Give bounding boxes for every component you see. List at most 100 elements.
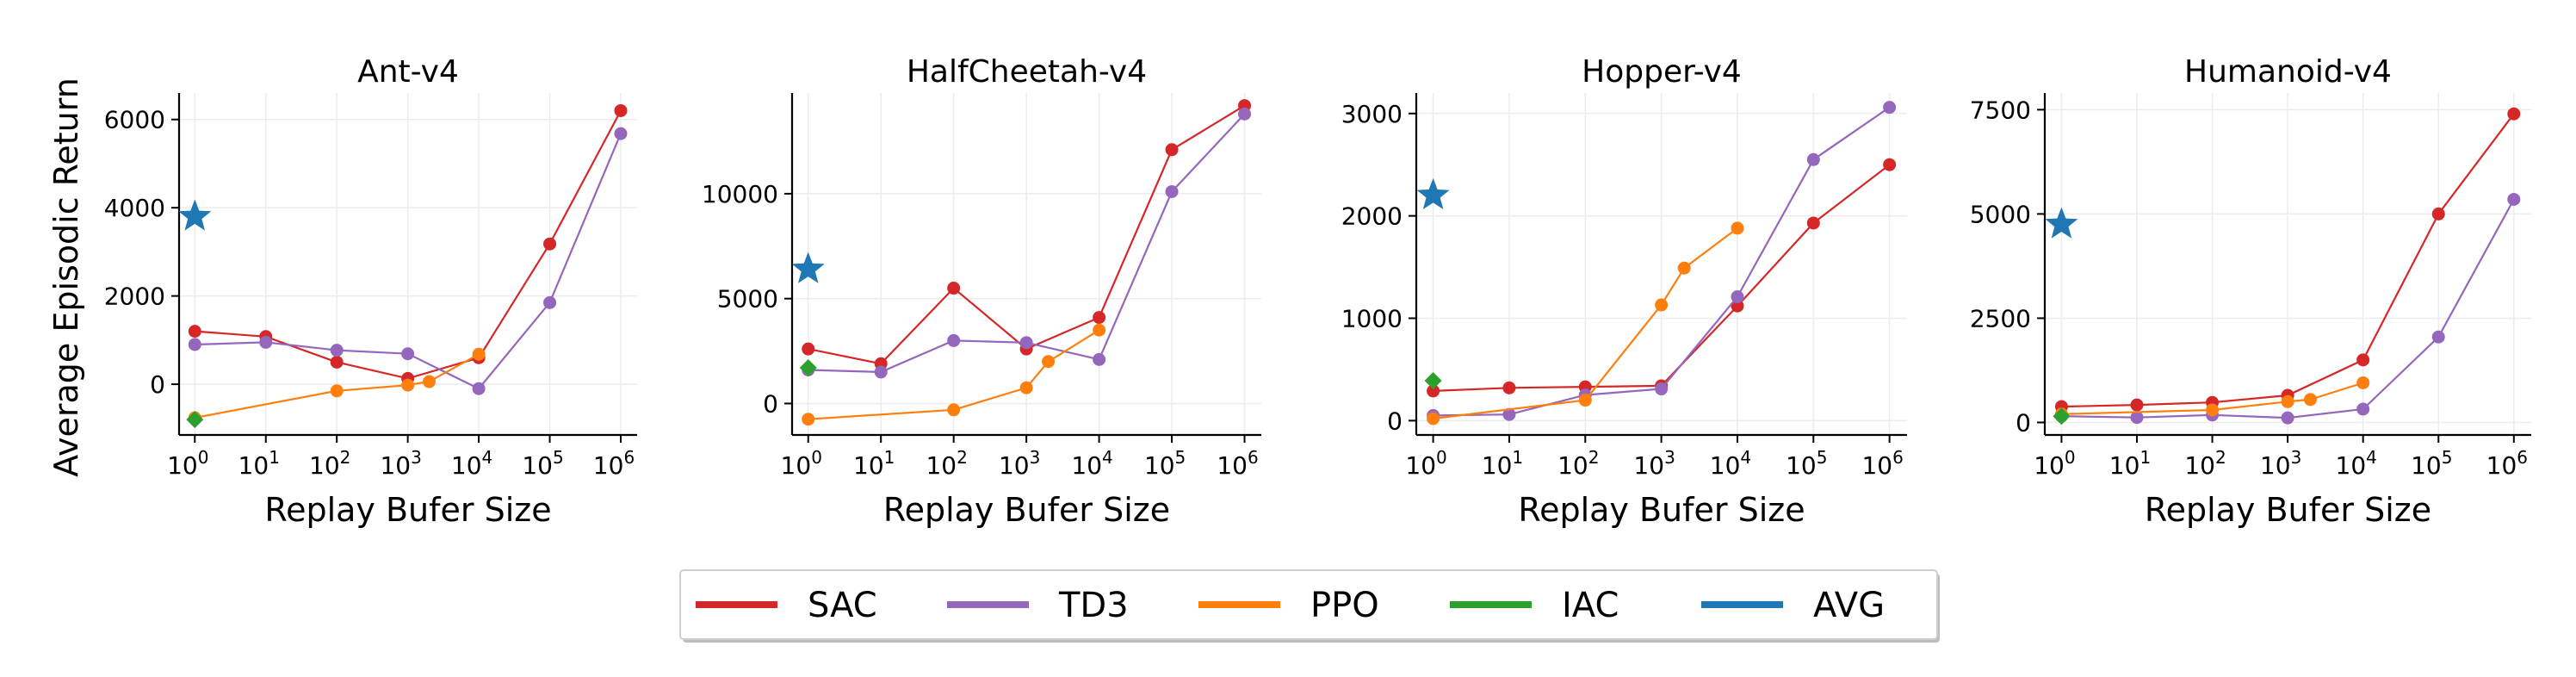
x-tick-label: 105 <box>522 447 563 480</box>
data-point-sac <box>188 325 201 338</box>
series-iac <box>2053 407 2071 425</box>
data-point-td3 <box>874 365 888 379</box>
x-tick-label: 103 <box>1633 447 1675 480</box>
x-tick-label: 105 <box>2411 447 2452 480</box>
data-point-iac <box>799 359 817 377</box>
data-point-ppo <box>1427 412 1440 425</box>
x-tick-label: 104 <box>1710 447 1751 480</box>
legend-item-iac: IAC <box>1450 586 1619 625</box>
data-point-sac <box>947 282 961 295</box>
data-point-ppo <box>802 413 815 426</box>
y-tick-label: 2500 <box>1970 304 2031 332</box>
data-point-td3 <box>614 127 628 140</box>
x-tick-label: 102 <box>309 447 350 480</box>
x-tick-label: 103 <box>999 447 1040 480</box>
data-point-sac <box>2431 207 2445 220</box>
x-tick-label: 101 <box>1482 447 1523 480</box>
data-point-avg <box>2045 207 2078 239</box>
data-point-ppo <box>1677 261 1691 275</box>
data-point-td3 <box>1731 290 1744 304</box>
data-point-td3 <box>1806 152 1820 166</box>
y-tick-label: 5000 <box>1970 200 2031 228</box>
data-point-td3 <box>259 335 273 349</box>
data-point-sac <box>614 103 628 117</box>
series-iac <box>799 359 817 377</box>
x-tick-label: 104 <box>1071 447 1112 480</box>
data-point-td3 <box>2431 330 2445 344</box>
data-point-avg <box>1416 177 1450 209</box>
x-tick-label: 105 <box>1144 447 1186 480</box>
data-point-iac <box>1424 372 1442 390</box>
data-point-td3 <box>947 333 961 347</box>
data-point-sac <box>1165 143 1179 157</box>
y-tick-label: 10000 <box>702 180 778 208</box>
data-point-ppo <box>422 375 436 388</box>
data-point-sac <box>1883 158 1897 171</box>
x-axis-label: Replay Bufer Size <box>883 491 1170 529</box>
x-tick-label: 103 <box>380 447 421 480</box>
series-ppo <box>1427 221 1744 425</box>
x-tick-label: 102 <box>1557 447 1599 480</box>
x-tick-label: 102 <box>2184 447 2226 480</box>
data-point-td3 <box>1165 184 1179 198</box>
data-point-ppo <box>472 347 486 361</box>
x-tick-label: 106 <box>2486 447 2528 480</box>
data-point-sac <box>2507 107 2521 121</box>
data-point-td3 <box>2356 402 2370 416</box>
data-point-td3 <box>1019 336 1033 350</box>
data-point-ppo <box>1093 323 1106 337</box>
x-tick-label: 100 <box>1405 447 1446 480</box>
panel-title: Ant-v4 <box>357 54 459 90</box>
y-tick-label: 5000 <box>717 285 778 314</box>
data-point-td3 <box>2507 192 2521 206</box>
data-point-td3 <box>330 344 344 357</box>
data-point-ppo <box>2206 403 2220 417</box>
x-tick-label: 106 <box>1217 447 1258 480</box>
panel-title: Hopper-v4 <box>1582 54 1742 90</box>
panel-title: HalfCheetah-v4 <box>907 54 1147 90</box>
x-tick-label: 100 <box>781 447 822 480</box>
x-axis-label: Replay Bufer Size <box>264 491 551 529</box>
series-avg <box>178 199 212 231</box>
y-tick-label: 2000 <box>104 283 165 311</box>
data-point-td3 <box>472 382 486 395</box>
x-tick-label: 101 <box>2109 447 2151 480</box>
series-iac <box>1424 372 1442 390</box>
data-point-avg <box>178 199 212 231</box>
y-tick-label: 0 <box>1387 407 1403 435</box>
data-point-td3 <box>1883 101 1897 115</box>
x-axis-label: Replay Bufer Size <box>2145 491 2431 529</box>
y-tick-label: 7500 <box>1970 96 2031 124</box>
data-point-sac <box>2130 398 2144 412</box>
data-point-sac <box>802 342 815 356</box>
data-point-sac <box>330 355 344 369</box>
data-point-ppo <box>2281 394 2294 408</box>
data-point-ppo <box>1578 394 1592 407</box>
y-tick-label: 4000 <box>104 194 165 222</box>
legend-item-sac: SAC <box>696 586 877 625</box>
y-tick-label: 3000 <box>1341 100 1403 128</box>
legend-label: SAC <box>808 586 877 625</box>
legend-label: IAC <box>1562 586 1619 625</box>
legend-label: PPO <box>1310 586 1379 625</box>
series-td3 <box>1427 101 1897 422</box>
series-avg <box>791 252 825 283</box>
legend: SAC TD3 PPO IAC AVG <box>679 569 1940 643</box>
data-point-ppo <box>330 384 344 398</box>
y-tick-label: 1000 <box>1341 304 1403 332</box>
data-point-sac <box>1502 381 1516 394</box>
data-point-sac <box>2356 353 2370 367</box>
data-point-ppo <box>1019 381 1033 394</box>
data-point-iac <box>186 411 204 429</box>
data-point-avg <box>791 252 825 283</box>
data-point-td3 <box>543 295 557 309</box>
data-point-ppo <box>2303 393 2317 407</box>
y-tick-label: 0 <box>2016 408 2031 437</box>
series-ppo <box>802 323 1106 426</box>
data-point-td3 <box>1093 352 1106 366</box>
panel-1: 0 2000 4000 6000 100 101 102 103 104 105 106 Ant-v4… <box>104 54 637 529</box>
panel-title: Humanoid-v4 <box>2184 54 2392 90</box>
data-point-sac <box>1731 299 1744 313</box>
x-tick-label: 100 <box>2034 447 2075 480</box>
